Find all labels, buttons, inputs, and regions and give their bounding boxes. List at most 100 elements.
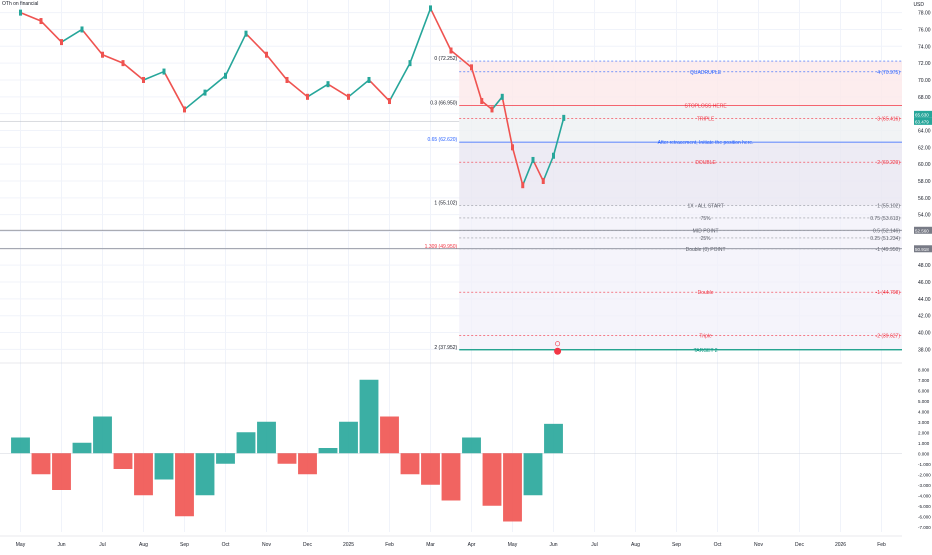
osc-bar xyxy=(113,453,133,469)
fib-center-label: 75% xyxy=(701,216,712,222)
fib-center-label: TRIPLE xyxy=(697,117,715,123)
osc-axis-tick: -2.000 xyxy=(918,472,931,477)
price-segment-up xyxy=(552,117,565,156)
fib-left-label: 2 (37.952) xyxy=(434,345,457,351)
currency-label: USD xyxy=(913,2,924,8)
price-segment-up xyxy=(183,91,206,111)
price-axis-tick: 64.00 xyxy=(918,128,931,134)
osc-axis-tick: 1.000 xyxy=(918,441,930,446)
fib-right-label: 0.5 (52.146) xyxy=(873,228,900,234)
price-axis-tick: 60.00 xyxy=(918,162,931,168)
time-axis-tick: Oct xyxy=(714,542,722,548)
time-axis-tick: May xyxy=(508,542,518,548)
candle xyxy=(511,144,514,151)
fib-center-label: TARGET 2 xyxy=(694,348,718,354)
candle xyxy=(80,26,84,33)
price-segment-up xyxy=(61,28,83,43)
osc-bar xyxy=(421,453,440,485)
price-badge-text: 63.479 xyxy=(915,119,929,124)
fib-left-label: 0 (72.252) xyxy=(434,56,457,62)
fib-right-label: -2 (39.627) xyxy=(876,334,901,340)
fib-left-label: 1.309 (49.950) xyxy=(425,244,458,250)
fib-center-label: STOPLOSS HERE xyxy=(685,104,728,110)
time-axis-tick: 2026 xyxy=(835,542,846,548)
price-segment-up xyxy=(409,8,432,64)
time-axis-tick: Apr xyxy=(468,542,476,548)
candle xyxy=(60,39,63,46)
osc-bar xyxy=(195,453,215,496)
osc-bar xyxy=(441,453,461,501)
fib-right-label: 2 (60.229) xyxy=(877,160,900,166)
candle xyxy=(244,30,248,37)
price-segment-down xyxy=(163,71,186,110)
price-segment-up xyxy=(542,155,555,182)
price-segment-down xyxy=(102,53,124,64)
target-marker xyxy=(554,347,562,355)
level-badge xyxy=(914,245,932,253)
fib-extension xyxy=(459,60,902,351)
price-axis-tick: 44.00 xyxy=(918,297,931,303)
time-axis-tick: Mar xyxy=(426,542,435,548)
fib-center-label: Double xyxy=(698,290,714,296)
candle xyxy=(408,60,412,67)
candle xyxy=(490,106,494,113)
candle xyxy=(285,76,289,83)
fib-right-label: -1 (49.950) xyxy=(876,247,901,253)
price-axis-tick: 48.00 xyxy=(918,263,931,269)
price-segment-down xyxy=(245,33,268,56)
price-axis-tick: 62.00 xyxy=(918,145,931,151)
time-axis-tick: Aug xyxy=(139,542,148,548)
candle xyxy=(552,152,555,159)
time-axis-tick: Sep xyxy=(180,542,189,548)
candle xyxy=(470,64,473,71)
fib-center-label: 1X - ALL START xyxy=(687,203,723,209)
osc-bar xyxy=(544,423,563,454)
time-axis-tick: Nov xyxy=(754,542,763,548)
time-axis-tick: Aug xyxy=(631,542,640,548)
osc-bar xyxy=(154,453,174,480)
candle xyxy=(101,51,104,58)
level-badge-text: 50.918 xyxy=(915,247,929,252)
fib-center-label: Triple xyxy=(699,334,712,340)
price-badge-text: 65.630 xyxy=(915,112,929,117)
price-segment-up xyxy=(143,70,165,81)
time-axis-tick: Oct xyxy=(222,542,230,548)
price-segment-down xyxy=(327,83,349,98)
fib-center-label: DOUBLE xyxy=(695,160,716,166)
candle xyxy=(265,51,268,58)
time-axis-tick: Jun xyxy=(57,542,65,548)
osc-bar xyxy=(11,437,30,454)
price-segment-down xyxy=(470,67,483,102)
osc-axis-tick: 2.000 xyxy=(918,430,930,435)
osc-axis-tick: 3.000 xyxy=(918,420,930,425)
candle xyxy=(19,9,22,16)
price-segment-up xyxy=(388,62,411,102)
symbol-label[interactable]: OTh on financial xyxy=(2,1,39,7)
price-badge xyxy=(914,110,932,118)
osc-bar xyxy=(523,453,543,496)
price-axis-tick: 78.00 xyxy=(918,11,931,17)
osc-bar xyxy=(400,453,420,475)
price-segment-down xyxy=(501,96,514,148)
osc-axis-tick: -7.000 xyxy=(918,525,931,530)
price-segment-down xyxy=(429,8,452,51)
price-axis-tick: 72.00 xyxy=(918,61,931,67)
osc-bar xyxy=(31,453,51,475)
candle xyxy=(162,68,166,75)
fib-right-label: 4 (70.975) xyxy=(877,70,900,76)
osc-axis-tick: 8.000 xyxy=(918,367,930,372)
candle xyxy=(224,72,227,79)
price-axis-tick: 68.00 xyxy=(918,95,931,101)
candle xyxy=(39,18,43,25)
price-segment-down xyxy=(511,147,524,186)
candle xyxy=(142,76,145,83)
time-axis-tick: Sep xyxy=(672,542,681,548)
price-axis-tick: 46.00 xyxy=(918,280,931,286)
candle xyxy=(500,93,504,100)
osc-bar xyxy=(257,421,276,454)
price-segment-up xyxy=(347,79,370,98)
fib-center-label: After retracement, Initiate the position… xyxy=(658,140,754,146)
osc-bar xyxy=(482,453,502,506)
